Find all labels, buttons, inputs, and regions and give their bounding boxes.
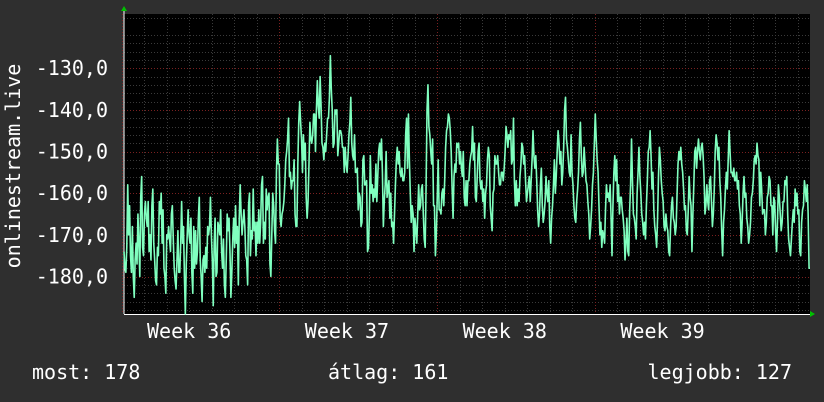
- x-tick-label: Week 36: [147, 319, 231, 343]
- x-tick-labels: Week 36 Week 37 Week 38 Week 39: [147, 319, 705, 343]
- y-tick-label: -160,0: [36, 181, 108, 205]
- line-chart: -130,0 -140,0 -150,0 -160,0 -170,0 -180,0 Wee…: [1, 6, 815, 343]
- x-tick-label: Week 38: [463, 319, 547, 343]
- x-axis-arrow-icon: [810, 311, 815, 317]
- stat-average: átlag: 161: [328, 360, 449, 384]
- stat-best: legjobb: 127: [647, 360, 793, 384]
- y-tick-label: -140,0: [36, 98, 108, 122]
- y-tick-label: -130,0: [36, 56, 108, 80]
- y-tick-label: -180,0: [36, 265, 108, 289]
- x-tick-label: Week 39: [620, 319, 704, 343]
- x-tick-label: Week 37: [305, 319, 389, 343]
- y-axis-arrow-icon: [121, 6, 127, 11]
- y-tick-label: -170,0: [36, 223, 108, 247]
- y-axis-label: onlinestream.live: [1, 64, 25, 269]
- y-tick-label: -150,0: [36, 140, 108, 164]
- series-line: [123, 54, 810, 315]
- stat-current: most: 178: [32, 360, 141, 384]
- y-tick-labels: -130,0 -140,0 -150,0 -160,0 -170,0 -180,0: [36, 56, 108, 288]
